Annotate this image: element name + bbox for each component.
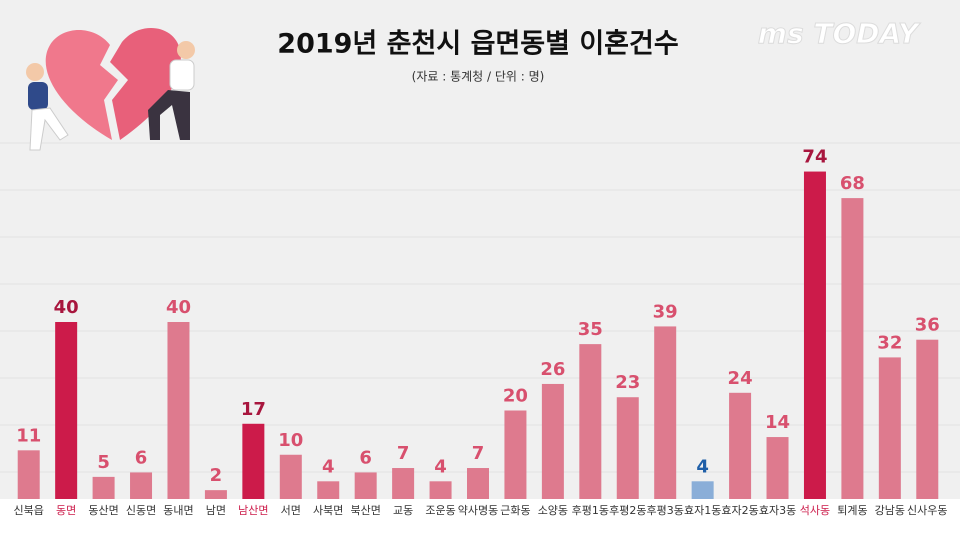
value-label: 4	[696, 456, 709, 477]
x-tick-label: 동산면	[88, 504, 118, 517]
bar	[541, 383, 564, 499]
value-label: 7	[472, 443, 485, 464]
illustration	[26, 28, 195, 151]
x-tick-label: 약사명동	[458, 503, 498, 517]
value-label: 10	[278, 430, 303, 451]
x-tick-label: 효자2동	[721, 504, 758, 517]
chart-subtitle: (자료 : 통계청 / 단위 : 명)	[412, 70, 545, 84]
x-tick-label: 소양동	[538, 504, 568, 517]
x-tick-label: 강남동	[875, 504, 905, 517]
value-label: 68	[840, 173, 865, 194]
bar	[130, 472, 153, 499]
x-tick-label: 남면	[206, 504, 226, 517]
value-label: 2	[210, 465, 223, 486]
value-label: 14	[765, 412, 790, 433]
bar	[803, 171, 826, 500]
bar	[279, 454, 302, 499]
x-tick-label: 서면	[281, 504, 301, 517]
value-label: 36	[915, 315, 940, 336]
x-tick-label: 사북면	[313, 504, 343, 517]
value-label: 5	[97, 452, 110, 473]
bar	[766, 437, 789, 499]
bar	[504, 410, 527, 499]
background-lines	[0, 142, 960, 473]
x-tick-label: 북산면	[350, 504, 380, 517]
x-tick-label: 조운동	[425, 504, 455, 517]
bar	[916, 339, 939, 499]
bar	[729, 392, 752, 499]
x-tick-label: 근화동	[500, 504, 530, 517]
value-label: 6	[135, 447, 148, 468]
x-tick-label: 석사동	[800, 504, 830, 517]
bar	[204, 490, 227, 499]
x-tick-label: 신사우동	[907, 504, 947, 517]
x-tick-label: 후평1동	[572, 504, 609, 517]
value-label: 6	[359, 447, 372, 468]
bar	[242, 423, 265, 499]
x-tick-label: 퇴계동	[837, 504, 867, 517]
x-tick-label: 효자1동	[684, 504, 721, 517]
value-label: 35	[578, 319, 603, 340]
value-label: 26	[540, 359, 565, 380]
bar	[429, 481, 452, 499]
value-label: 4	[322, 456, 335, 477]
x-tick-label: 신북읍	[14, 504, 44, 517]
x-tick-label: 신동면	[126, 504, 156, 517]
x-tick-label: 남산면	[238, 504, 268, 517]
bar	[878, 357, 901, 499]
bar	[354, 472, 377, 499]
bar	[167, 322, 190, 499]
value-label: 40	[54, 297, 79, 318]
value-label: 32	[877, 332, 902, 353]
value-label: 11	[16, 425, 41, 446]
value-label: 20	[503, 386, 528, 407]
value-label: 17	[241, 399, 266, 420]
value-label: 39	[653, 301, 678, 322]
x-tick-label: 후평3동	[647, 504, 684, 517]
logo: ms TODAY	[758, 17, 921, 50]
chart-title: 2019년 춘천시 읍면동별 이혼건수	[277, 29, 678, 60]
value-label: 74	[802, 147, 827, 168]
value-label: 40	[166, 297, 191, 318]
value-label: 7	[397, 443, 410, 464]
x-tick-label: 교동	[393, 504, 413, 517]
bar	[691, 481, 714, 499]
value-label: 23	[615, 372, 640, 393]
bar	[17, 450, 40, 499]
bar	[55, 322, 78, 499]
value-label: 24	[728, 368, 753, 389]
bar	[654, 326, 677, 499]
bar	[841, 198, 864, 499]
value-label: 4	[434, 456, 447, 477]
x-tick-label: 효자3동	[759, 504, 796, 517]
bar	[317, 481, 340, 499]
bar	[616, 397, 639, 499]
bar	[467, 468, 489, 499]
x-tick-label: 동면	[56, 504, 76, 517]
bar	[92, 476, 115, 499]
x-tick-label: 후평2동	[609, 504, 646, 517]
x-tick-label: 동내면	[163, 504, 193, 517]
label-strip	[0, 499, 960, 540]
bar	[392, 468, 415, 499]
bar	[579, 344, 602, 499]
